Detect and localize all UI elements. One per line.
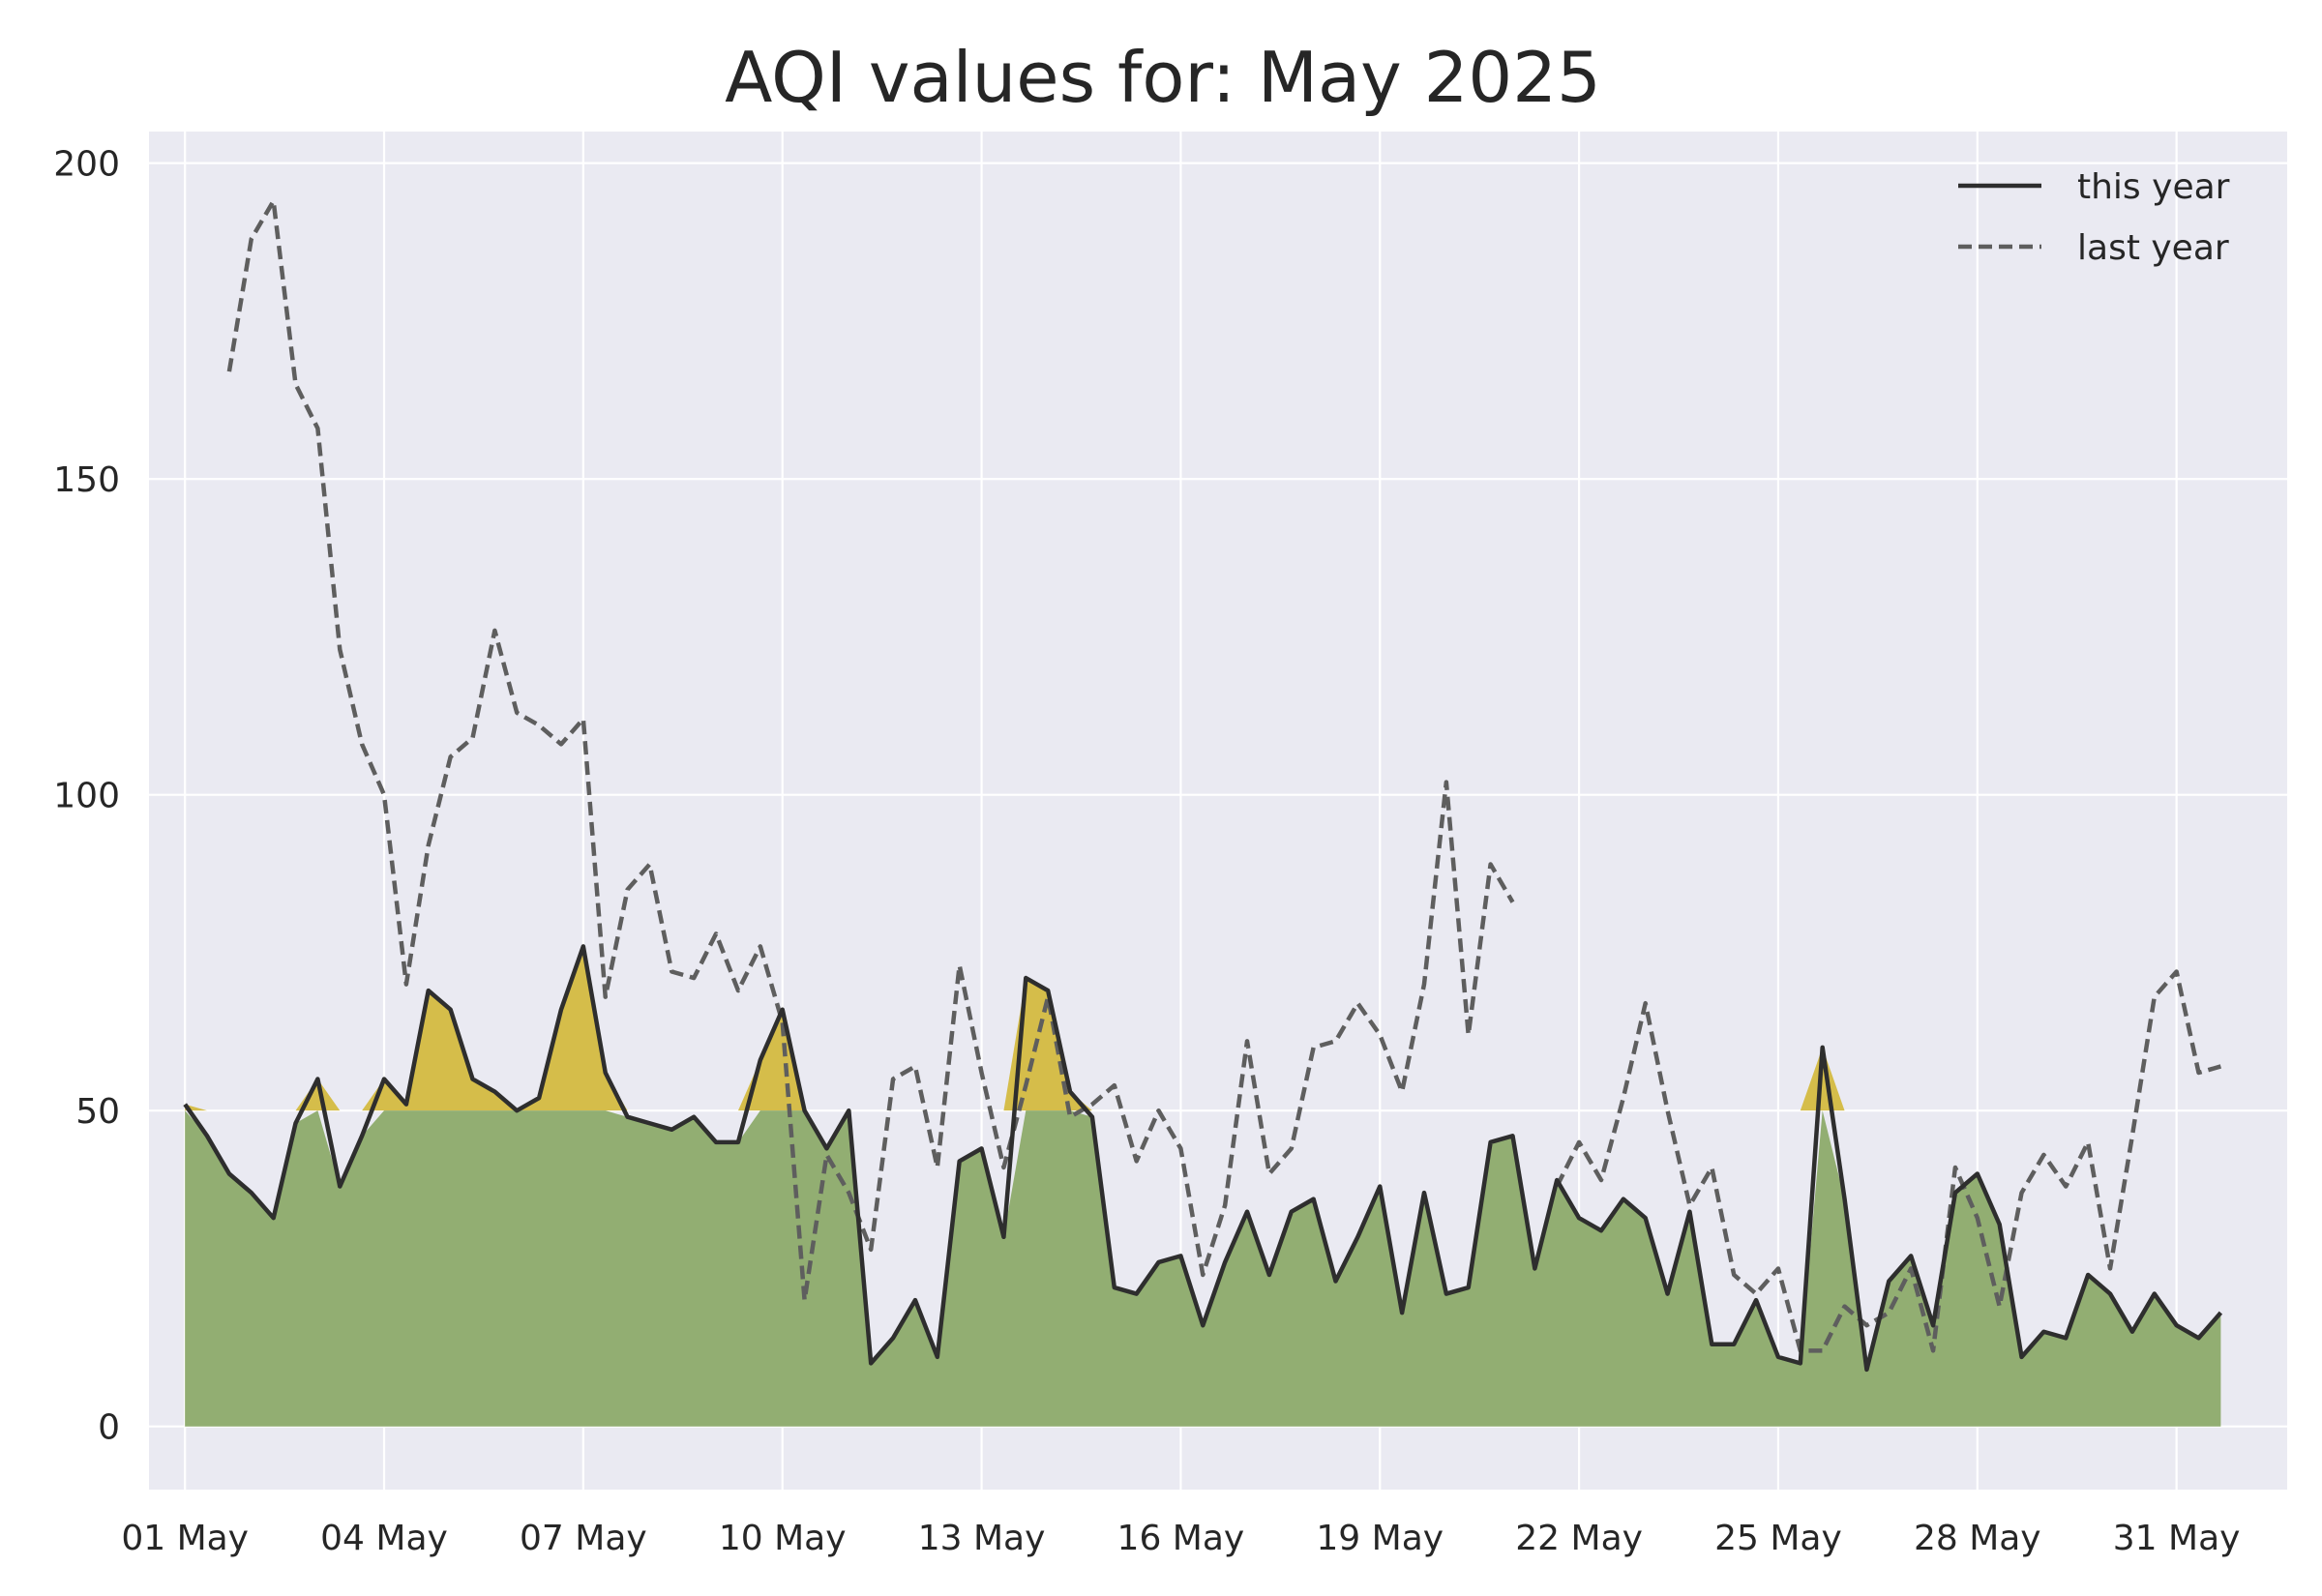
y-tick-label: 0	[98, 1408, 120, 1448]
good-fill-area	[185, 1110, 2221, 1427]
x-tick-label: 31 May	[2113, 1519, 2241, 1558]
series-line-last-year	[226, 198, 2221, 1353]
y-tick-label: 150	[53, 460, 120, 500]
legend-label-last-year: last year	[2077, 228, 2229, 268]
x-tick-label: 04 May	[320, 1519, 448, 1558]
y-tick-label: 100	[53, 777, 120, 816]
y-tick-label: 200	[53, 145, 120, 185]
x-tick-label: 13 May	[918, 1519, 1046, 1558]
x-tick-label: 28 May	[1914, 1519, 2041, 1558]
x-tick-label: 16 May	[1117, 1519, 1245, 1558]
moderate-fill-area	[185, 946, 2221, 1111]
x-tick-label: 22 May	[1515, 1519, 1643, 1558]
legend-label-this-year: this year	[2077, 167, 2230, 207]
x-tick-label: 25 May	[1714, 1519, 1842, 1558]
series-line-this-year	[183, 944, 2223, 1373]
plot-area: 01 May 04 May 07 May 10 May 13 May 16 May 19 M…	[53, 132, 2287, 1558]
x-tick-label: 07 May	[520, 1519, 647, 1558]
y-tick-label: 50	[75, 1092, 120, 1132]
x-tick-label: 10 May	[719, 1519, 847, 1558]
x-tick-label: 01 May	[121, 1519, 249, 1558]
x-tick-label: 19 May	[1316, 1519, 1444, 1558]
chart-title: AQI values for: May 2025	[725, 37, 1601, 118]
